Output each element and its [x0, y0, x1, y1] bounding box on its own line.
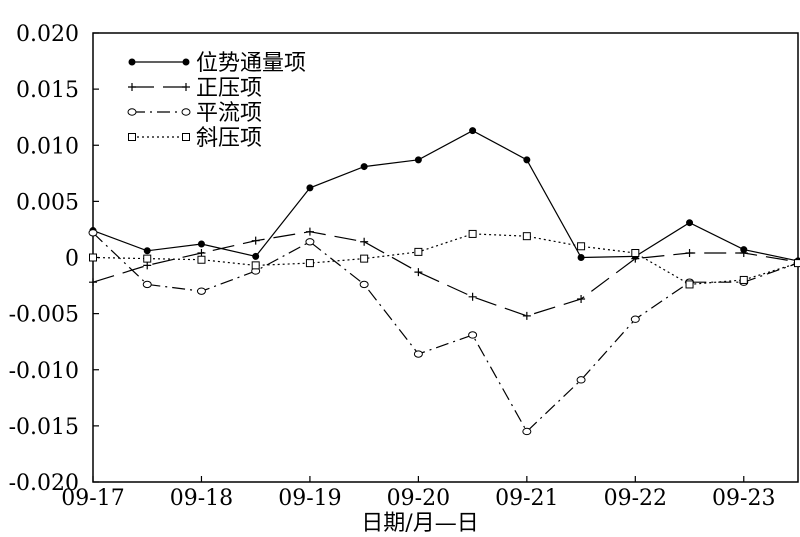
data-point: [469, 127, 477, 135]
data-point: [305, 259, 314, 268]
data-point: [794, 259, 800, 268]
series-line: [92, 231, 799, 317]
data-point: [360, 237, 369, 246]
x-tick-label: 09-21: [495, 486, 558, 511]
data-point: [197, 249, 206, 258]
data-point: [128, 58, 136, 66]
series-layer: [88, 127, 800, 436]
series-line: [92, 130, 799, 262]
x-tick-label: 09-17: [61, 486, 124, 511]
x-tick-label: 09-20: [387, 486, 450, 511]
data-point: [685, 249, 694, 258]
data-point: [576, 376, 586, 384]
data-point: [89, 278, 97, 287]
x-tick-label: 09-18: [170, 486, 233, 511]
y-tick-label: 0.005: [16, 190, 79, 215]
data-point: [88, 229, 98, 237]
series: [88, 229, 800, 436]
legend-entry: 正压项: [128, 76, 262, 101]
data-point: [468, 229, 477, 238]
data-point: [414, 156, 422, 164]
data-point: [127, 108, 137, 116]
data-point: [305, 238, 315, 246]
series: [89, 227, 800, 320]
data-point: [360, 254, 369, 263]
data-point: [577, 295, 586, 304]
data-point: [630, 315, 640, 323]
data-point: [306, 184, 314, 192]
data-point: [414, 247, 423, 256]
legend-label: 平流项: [196, 101, 262, 126]
y-tick-label: 0.010: [16, 134, 79, 159]
data-point: [522, 311, 531, 320]
data-point: [89, 253, 97, 262]
data-point: [739, 275, 748, 284]
data-point: [739, 249, 748, 258]
data-point: [414, 268, 423, 277]
y-tick-label: -0.010: [9, 359, 79, 384]
legend-entry: 斜压项: [128, 126, 262, 151]
data-point: [468, 292, 477, 301]
legend-label: 位势通量项: [196, 51, 306, 76]
data-point: [468, 331, 478, 339]
data-point: [522, 232, 531, 241]
data-point: [143, 254, 152, 263]
y-tick-label: -0.005: [9, 303, 79, 328]
data-point: [685, 280, 694, 289]
data-point: [197, 240, 205, 248]
data-point: [360, 163, 368, 171]
y-tick-label: 0.015: [16, 78, 79, 103]
legend-label: 斜压项: [196, 126, 262, 151]
x-tick-label: 09-23: [712, 486, 775, 511]
data-point: [181, 108, 191, 116]
data-point: [577, 254, 585, 261]
y-tick-label: -0.020: [9, 471, 79, 496]
x-tick-label: 09-19: [278, 486, 341, 511]
x-axis: 09-17 09-18 09-19 09-20 09-21 09-22 09-23: [61, 476, 775, 511]
legend-label: 正压项: [196, 76, 262, 101]
x-axis-label: 日期/月—日: [361, 511, 478, 536]
y-tick-label: -0.015: [9, 415, 79, 440]
data-point: [182, 58, 190, 66]
data-point: [251, 236, 260, 245]
x-tick-label: 09-22: [604, 486, 667, 511]
data-point: [143, 261, 152, 270]
data-point: [128, 133, 136, 141]
data-point: [686, 219, 694, 227]
data-point: [577, 242, 586, 251]
legend-entry: 位势通量项: [128, 51, 306, 76]
y-axis: 0.020 0.015 0.010 0.005 0 -0.005 -0.010 -0.015 -…: [9, 22, 99, 496]
data-point: [522, 427, 532, 436]
data-point: [631, 249, 640, 258]
data-point: [142, 280, 152, 289]
data-point: [182, 133, 190, 141]
data-point: [182, 83, 190, 91]
data-point: [251, 261, 260, 270]
data-point: [252, 252, 260, 260]
data-point: [305, 227, 314, 236]
data-point: [413, 350, 423, 358]
data-point: [128, 83, 136, 91]
series-line: [92, 232, 799, 433]
y-tick-label: 0.020: [16, 22, 79, 47]
series: [89, 229, 800, 289]
data-point: [523, 156, 531, 164]
data-point: [196, 287, 206, 295]
data-point: [143, 247, 151, 255]
y-tick-label: 0: [65, 247, 79, 272]
legend-entry: 平流项: [127, 101, 262, 126]
data-point: [197, 255, 206, 264]
data-point: [359, 280, 369, 289]
